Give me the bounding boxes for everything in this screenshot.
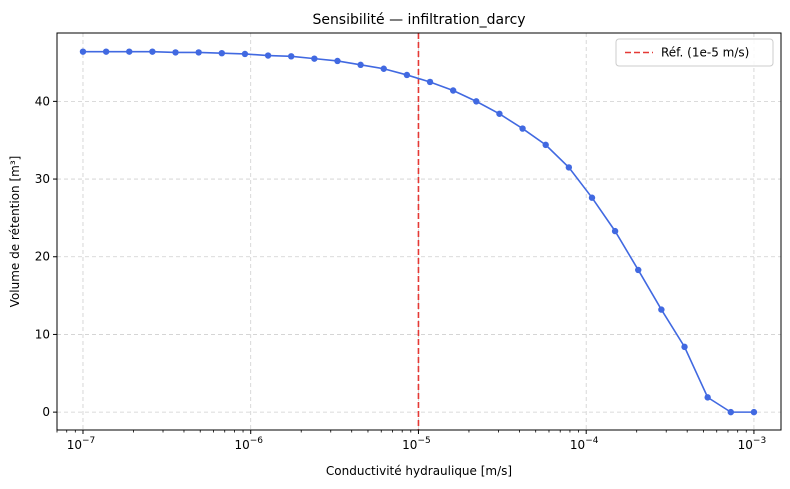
series-line	[82, 50, 754, 413]
y-tick-label: 30	[35, 172, 50, 186]
data-point	[79, 48, 87, 55]
data-point	[126, 48, 133, 55]
data-point	[357, 61, 364, 69]
data-point	[311, 55, 318, 62]
chart-title: Sensibilité — infiltration_darcy	[312, 12, 525, 28]
x-axis-label: Conductivité hydraulique [m/s]	[326, 464, 512, 478]
data-point	[588, 194, 596, 201]
legend-label-reference: Réf. (1e-5 m/s)	[661, 46, 749, 60]
y-tick-label: 20	[35, 250, 50, 264]
data-point	[611, 227, 619, 235]
data-point	[149, 48, 156, 55]
y-tick-label: 10	[35, 327, 50, 341]
data-point	[496, 110, 503, 117]
data-point	[449, 87, 457, 94]
data-point	[658, 306, 665, 313]
data-point	[519, 125, 526, 132]
data-point	[635, 266, 642, 274]
data-point	[565, 164, 573, 171]
data-point	[195, 49, 202, 56]
data-point	[218, 49, 225, 57]
data-point	[542, 141, 549, 149]
data-point	[704, 394, 711, 401]
plot-frame	[56, 32, 782, 431]
y-tick-label: 40	[35, 94, 50, 108]
data-point	[241, 50, 249, 58]
data-point	[102, 48, 110, 55]
y-axis-label: Volume de rétention [m³]	[8, 156, 22, 308]
series-layer	[79, 48, 758, 416]
legend: Réf. (1e-5 m/s)	[615, 38, 774, 67]
data-point	[264, 52, 272, 59]
data-point	[750, 408, 758, 416]
data-point	[727, 408, 734, 416]
data-point	[172, 49, 179, 56]
data-point	[426, 78, 434, 86]
data-point	[681, 343, 688, 351]
data-point	[473, 98, 480, 105]
legend-box	[615, 38, 774, 67]
data-point	[403, 71, 411, 79]
data-point	[287, 53, 295, 60]
data-point	[334, 57, 341, 65]
data-point	[380, 65, 387, 72]
y-tick-label: 0	[42, 405, 50, 419]
